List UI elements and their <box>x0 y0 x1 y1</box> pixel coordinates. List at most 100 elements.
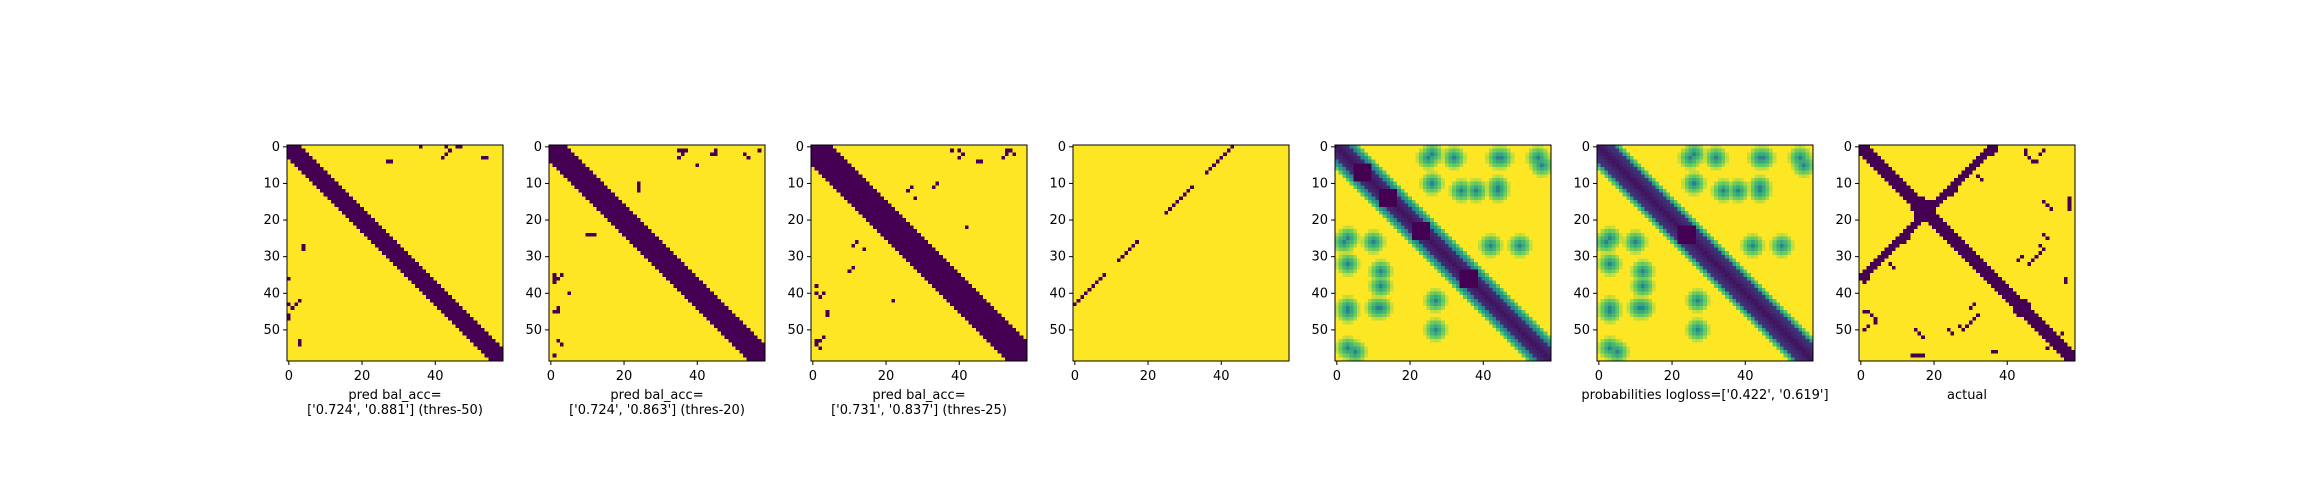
heatmap-cell <box>549 210 553 215</box>
heatmap-cell <box>301 298 306 303</box>
heatmap-cell <box>356 342 361 347</box>
heatmap-cell <box>371 240 376 244</box>
heatmap-cell <box>477 262 482 266</box>
heatmap-cell <box>316 324 321 329</box>
heatmap-cell <box>607 221 612 226</box>
heatmap-cell <box>297 203 302 208</box>
heatmap-cell <box>374 247 379 252</box>
heatmap-cell <box>400 273 405 277</box>
heatmap-cell <box>644 214 648 219</box>
heatmap-cell <box>484 196 489 201</box>
heatmap-cell <box>477 177 482 182</box>
heatmap-cell <box>415 287 419 292</box>
heatmap-cell <box>393 302 397 307</box>
heatmap-cell <box>327 258 332 263</box>
heatmap-cell <box>385 181 390 186</box>
heatmap-cell <box>349 229 354 234</box>
heatmap-cell <box>636 159 641 164</box>
heatmap-cell <box>316 170 321 175</box>
heatmap-cell <box>481 214 485 219</box>
heatmap-cell <box>495 262 500 266</box>
heatmap-cell <box>466 240 471 244</box>
heatmap-cell <box>721 196 725 201</box>
heatmap-cell <box>418 350 423 354</box>
heatmap-cell <box>673 232 678 237</box>
heatmap-cell <box>484 353 489 358</box>
heatmap-cell <box>404 188 408 193</box>
heatmap-cell <box>724 163 729 168</box>
heatmap-cell <box>341 210 346 215</box>
heatmap-cell <box>451 199 456 204</box>
heatmap-cell <box>488 291 493 296</box>
heatmap-cell <box>451 313 456 318</box>
heatmap-cell <box>367 221 372 226</box>
heatmap-cell <box>415 185 419 190</box>
heatmap-cell <box>444 298 449 303</box>
heatmap-cell <box>334 145 339 149</box>
heatmap-cell <box>655 163 659 168</box>
heatmap-cell <box>688 148 692 153</box>
heatmap-cell <box>732 225 736 230</box>
heatmap-cell <box>578 159 583 164</box>
heatmap-cell <box>378 207 383 212</box>
heatmap-cell <box>422 196 427 201</box>
heatmap-cell <box>385 163 390 168</box>
heatmap-cell <box>345 295 350 299</box>
heatmap-cell <box>385 196 390 201</box>
heatmap-cell <box>600 181 605 186</box>
heatmap-cell <box>330 262 335 266</box>
heatmap-cell <box>702 199 707 204</box>
heatmap-cell <box>422 339 427 343</box>
heatmap-cell <box>710 196 714 201</box>
heatmap-cell <box>367 145 372 149</box>
heatmap-cell <box>345 309 350 314</box>
heatmap-cell <box>440 335 445 340</box>
heatmap-cell <box>393 273 397 277</box>
heatmap-cell <box>477 221 482 226</box>
heatmap-cell <box>484 221 489 226</box>
heatmap-cell <box>371 145 376 149</box>
heatmap-cell <box>290 210 295 215</box>
heatmap-cell <box>699 221 703 226</box>
heatmap-cell <box>549 174 553 179</box>
heatmap-cell <box>422 243 427 248</box>
heatmap-cell <box>655 148 659 153</box>
heatmap-cell <box>345 145 350 149</box>
heatmap-cell <box>371 152 376 157</box>
heatmap-cell <box>473 170 478 175</box>
heatmap-cell <box>455 357 460 362</box>
heatmap-cell <box>444 291 449 296</box>
heatmap-cell <box>677 229 681 234</box>
heatmap-cell <box>287 207 291 212</box>
heatmap-cell <box>415 258 419 263</box>
heatmap-cell <box>710 210 714 215</box>
heatmap-cell <box>393 320 397 325</box>
heatmap-cell <box>338 166 343 171</box>
heatmap-cell <box>349 174 354 179</box>
heatmap-cell <box>301 177 306 182</box>
heatmap-cell <box>411 240 416 244</box>
heatmap-cell <box>570 214 575 219</box>
heatmap-cell <box>466 251 471 255</box>
heatmap-cell <box>622 210 627 215</box>
heatmap-cell <box>287 335 291 340</box>
heatmap-cell <box>330 328 335 332</box>
heatmap-cell <box>754 170 758 175</box>
heatmap-cell <box>484 306 489 310</box>
heatmap-cell <box>647 152 652 157</box>
heatmap-cell <box>363 276 368 281</box>
heatmap-cell <box>371 148 376 153</box>
heatmap-cell <box>462 320 467 325</box>
heatmap-cell <box>651 174 656 179</box>
heatmap-cell <box>495 152 500 157</box>
heatmap-cell <box>396 163 401 168</box>
heatmap-cell <box>633 163 638 168</box>
heatmap-cell <box>761 148 766 153</box>
heatmap-cell <box>407 181 412 186</box>
heatmap-cell <box>323 291 328 296</box>
heatmap-cell <box>754 152 758 157</box>
heatmap-cell <box>732 232 736 237</box>
heatmap-cell <box>492 295 496 299</box>
heatmap-cell <box>459 229 463 234</box>
heatmap-cell <box>717 185 722 190</box>
